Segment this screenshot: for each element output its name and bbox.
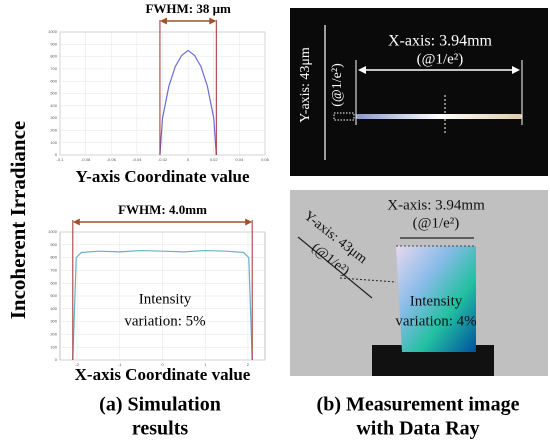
x-axis-label: X-axis Coordinate value (75, 365, 251, 384)
annotation: variation: 4% (395, 313, 476, 329)
annotation: Intensity (139, 291, 192, 307)
x-tick-label: -0.02 (158, 157, 168, 162)
x-tick-label: 0 (161, 362, 164, 367)
y-tick-label: 200 (50, 127, 57, 132)
y-tick-label: 500 (50, 91, 57, 96)
x-tick-label: -0.06 (107, 157, 117, 162)
caption: (a) Simulation (99, 394, 221, 416)
y-tick-label: 700 (50, 66, 57, 71)
dimension-arrow (297, 236, 373, 299)
x-tick-label: 0.02 (210, 157, 219, 162)
y-tick-label: 300 (50, 319, 57, 324)
caption: with Data Ray (356, 418, 479, 440)
y-tick-label: 700 (50, 267, 57, 272)
y-tick-label: 100 (50, 140, 57, 145)
figure-label: Incoherent Irradiance (6, 121, 30, 320)
y-tick-label: 400 (50, 306, 57, 311)
arrow-head (159, 17, 217, 25)
caption: (b) Measurement image (317, 394, 520, 416)
y-tick-label: 200 (50, 331, 57, 336)
chart-title: FWHM: 38 μm (145, 1, 231, 16)
x-dimension: X-axis: 3.94mm (388, 33, 493, 50)
x-tick-label: -0.04 (132, 157, 142, 162)
annotation: Intensity (410, 293, 463, 309)
measurement-image (290, 8, 548, 176)
beam-spectrum (396, 246, 476, 352)
y-tick-label: 100 (50, 344, 57, 349)
x-dimension: X-axis: 3.94mm (387, 197, 485, 213)
y-dimension: Y-axis: 43μm (298, 47, 313, 123)
x-tick-label: -1 (118, 362, 122, 367)
x-tick-label: -2 (75, 362, 79, 367)
x-note: (@1/e²) (413, 215, 460, 231)
x-tick-label: 0 (187, 157, 190, 162)
y-tick-label: 400 (50, 103, 57, 108)
y-tick-label: 600 (50, 78, 57, 83)
y-tick-label: 900 (50, 242, 57, 247)
y-note: (@1/e²) (330, 63, 345, 107)
y-tick-label: 800 (50, 54, 57, 59)
x-tick-label: 0.04 (235, 157, 244, 162)
x-tick-label: -0.1 (57, 157, 65, 162)
x-note: (@1/e²) (417, 51, 464, 67)
y-tick-label: 0 (55, 152, 58, 157)
y-tick-label: 500 (50, 293, 57, 298)
caption: results (132, 418, 189, 440)
beam (356, 114, 522, 119)
y-tick-label: 600 (50, 280, 57, 285)
line (159, 49, 217, 156)
x-tick-label: 2 (247, 362, 250, 367)
y-tick-label: 1000 (48, 229, 58, 234)
chart-title: FWHM: 4.0mm (118, 202, 207, 217)
y-tick-label: 1000 (48, 29, 58, 34)
x-axis-label: Y-axis Coordinate value (75, 167, 250, 186)
x-tick-label: -0.08 (81, 157, 91, 162)
line (72, 249, 253, 361)
annotation: variation: 5% (124, 313, 205, 329)
y-tick-label: 900 (50, 41, 57, 46)
x-tick-label: 1 (204, 362, 207, 367)
y-tick-label: 800 (50, 255, 57, 260)
x-tick-label: 0.06 (261, 157, 270, 162)
y-tick-label: 300 (50, 115, 57, 120)
dimension-box (333, 112, 355, 121)
y-tick-label: 0 (55, 357, 58, 362)
